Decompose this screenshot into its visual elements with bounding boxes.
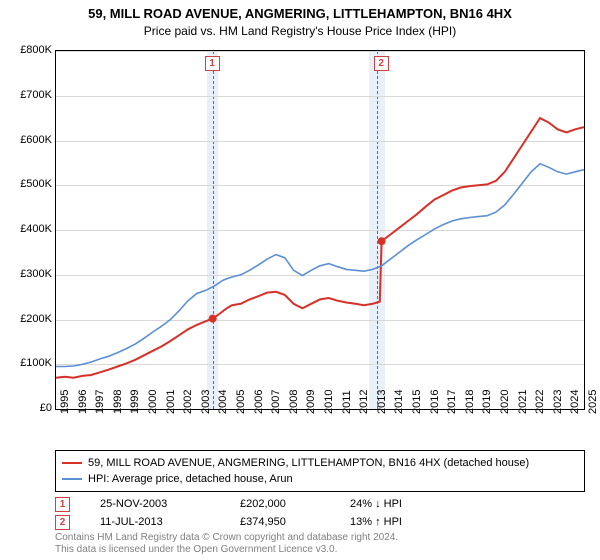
y-axis-label: £600K — [4, 134, 52, 146]
sale-delta: 24% ↓ HPI — [350, 495, 402, 513]
sale-marker-box: 2 — [374, 56, 389, 71]
legend-label: 59, MILL ROAD AVENUE, ANGMERING, LITTLEH… — [88, 455, 529, 471]
legend-swatch — [62, 478, 82, 480]
x-axis-label: 2025 — [587, 390, 599, 414]
attribution-line: This data is licensed under the Open Gov… — [55, 544, 585, 556]
x-axis-label: 2010 — [323, 390, 335, 414]
x-axis-label: 2002 — [182, 390, 194, 414]
chart-svg — [56, 51, 584, 409]
x-axis-label: 1998 — [112, 390, 124, 414]
sale-row: 1 25-NOV-2003 £202,000 24% ↓ HPI — [55, 495, 585, 513]
series-line-hpi — [56, 164, 584, 367]
x-axis-label: 2003 — [200, 390, 212, 414]
series-line-property — [56, 118, 584, 378]
chart-title: 59, MILL ROAD AVENUE, ANGMERING, LITTLEH… — [0, 6, 600, 21]
sale-row: 2 11-JUL-2013 £374,950 13% ↑ HPI — [55, 513, 585, 531]
y-axis-label: £300K — [4, 268, 52, 280]
sale-date: 11-JUL-2013 — [100, 513, 210, 531]
x-axis-label: 1996 — [77, 390, 89, 414]
sale-marker-box: 1 — [55, 497, 70, 512]
legend-label: HPI: Average price, detached house, Arun — [88, 471, 293, 487]
y-axis-label: £700K — [4, 89, 52, 101]
x-axis-label: 2014 — [393, 390, 405, 414]
x-axis-label: 2024 — [569, 390, 581, 414]
y-axis-label: £500K — [4, 178, 52, 190]
x-axis-label: 2004 — [217, 390, 229, 414]
chart-container: 59, MILL ROAD AVENUE, ANGMERING, LITTLEH… — [0, 0, 600, 560]
y-axis-label: £100K — [4, 357, 52, 369]
sale-point-marker — [378, 237, 386, 245]
x-axis-label: 2017 — [446, 390, 458, 414]
x-axis-label: 2021 — [517, 390, 529, 414]
x-axis-label: 2018 — [464, 390, 476, 414]
y-axis-label: £200K — [4, 313, 52, 325]
x-axis-label: 2011 — [341, 390, 353, 414]
x-axis-label: 2020 — [499, 390, 511, 414]
legend-item: HPI: Average price, detached house, Arun — [62, 471, 578, 487]
legend-item: 59, MILL ROAD AVENUE, ANGMERING, LITTLEH… — [62, 455, 578, 471]
x-axis-label: 2001 — [165, 390, 177, 414]
chart-subtitle: Price paid vs. HM Land Registry's House … — [0, 24, 600, 38]
x-axis-label: 2022 — [534, 390, 546, 414]
x-axis-label: 2015 — [411, 390, 423, 414]
sale-delta: 13% ↑ HPI — [350, 513, 402, 531]
x-axis-label: 2005 — [235, 390, 247, 414]
x-axis-label: 2012 — [358, 390, 370, 414]
sale-price: £374,950 — [240, 513, 320, 531]
attribution-line: Contains HM Land Registry data © Crown c… — [55, 532, 585, 544]
x-axis-label: 1997 — [94, 390, 106, 414]
attribution: Contains HM Land Registry data © Crown c… — [55, 532, 585, 556]
y-axis-label: £0 — [4, 402, 52, 414]
x-axis-label: 2019 — [481, 390, 493, 414]
legend-box: 59, MILL ROAD AVENUE, ANGMERING, LITTLEH… — [55, 450, 585, 492]
x-axis-label: 2008 — [288, 390, 300, 414]
sales-table: 1 25-NOV-2003 £202,000 24% ↓ HPI 2 11-JUL-201… — [55, 495, 585, 531]
sale-price: £202,000 — [240, 495, 320, 513]
x-axis-label: 2000 — [147, 390, 159, 414]
x-axis-label: 2016 — [429, 390, 441, 414]
plot-area — [55, 50, 585, 410]
sale-date: 25-NOV-2003 — [100, 495, 210, 513]
sale-marker-box: 2 — [55, 515, 70, 530]
x-axis-label: 2009 — [305, 390, 317, 414]
x-axis-label: 1995 — [59, 390, 71, 414]
x-axis-label: 2007 — [270, 390, 282, 414]
y-axis-label: £400K — [4, 223, 52, 235]
sale-point-marker — [209, 315, 217, 323]
x-axis-label: 2006 — [253, 390, 265, 414]
x-axis-label: 2023 — [552, 390, 564, 414]
y-axis-label: £800K — [4, 44, 52, 56]
legend-swatch — [62, 462, 82, 464]
x-axis-label: 1999 — [129, 390, 141, 414]
sale-marker-box: 1 — [205, 56, 220, 71]
x-axis-label: 2013 — [376, 390, 388, 414]
